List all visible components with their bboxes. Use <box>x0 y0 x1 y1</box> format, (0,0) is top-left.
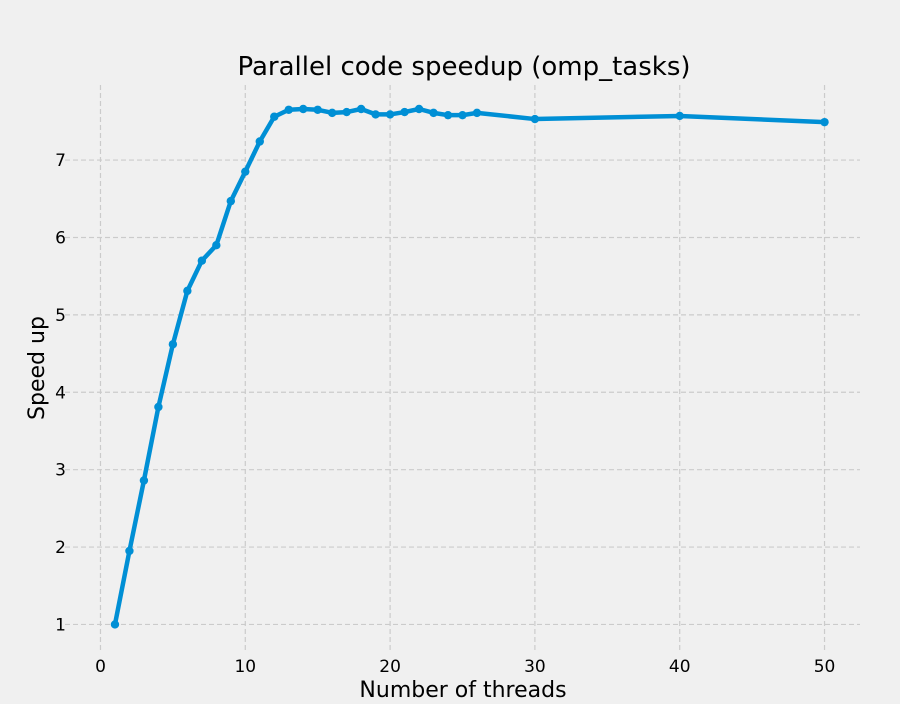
y-tick-label: 2 <box>55 538 66 558</box>
data-point <box>356 104 366 114</box>
data-point <box>255 137 264 146</box>
data-point <box>472 108 482 118</box>
y-tick-label: 3 <box>55 461 66 481</box>
data-point <box>820 117 829 127</box>
data-point <box>429 108 438 118</box>
data-point <box>226 196 236 206</box>
series-speedup <box>110 104 829 629</box>
data-point <box>154 402 163 412</box>
data-point <box>212 241 221 250</box>
x-tick-label: 20 <box>379 657 401 677</box>
x-tick-label: 0 <box>95 657 106 677</box>
y-axis-label: Speed up <box>25 316 50 420</box>
data-point <box>284 105 293 114</box>
chart-title: Parallel code speedup (omp_tasks) <box>237 52 690 82</box>
x-axis-label: Number of threads <box>359 678 566 700</box>
data-point <box>110 620 120 629</box>
x-tick-label: 50 <box>814 657 836 677</box>
data-point <box>443 110 453 120</box>
y-tick-label: 6 <box>55 228 66 248</box>
data-point <box>400 107 409 117</box>
data-point <box>414 104 424 114</box>
data-point <box>139 476 149 485</box>
data-markers <box>110 104 829 629</box>
y-tick-label: 5 <box>55 306 66 326</box>
data-point <box>675 111 684 121</box>
data-point <box>530 114 540 124</box>
x-tick-label: 30 <box>524 657 546 677</box>
data-point <box>183 286 192 296</box>
data-point <box>342 107 351 117</box>
data-point <box>125 546 134 556</box>
x-tick-label: 10 <box>234 657 256 677</box>
data-point <box>371 110 380 119</box>
data-point <box>385 110 395 119</box>
data-point <box>241 167 250 176</box>
data-point <box>299 104 308 114</box>
data-point <box>270 112 279 121</box>
tick-labels: 0 10 20 30 40 50 1 2 3 4 5 6 7 <box>55 151 835 677</box>
data-point <box>327 108 337 118</box>
data-point <box>168 340 178 349</box>
y-tick-label: 1 <box>55 615 66 635</box>
data-point <box>197 256 207 265</box>
y-tick-label: 4 <box>55 383 66 403</box>
y-tick-label: 7 <box>55 151 66 171</box>
x-tick-label: 40 <box>669 657 691 677</box>
grid-lines <box>65 85 860 650</box>
data-point <box>313 105 322 114</box>
data-point <box>458 110 467 120</box>
